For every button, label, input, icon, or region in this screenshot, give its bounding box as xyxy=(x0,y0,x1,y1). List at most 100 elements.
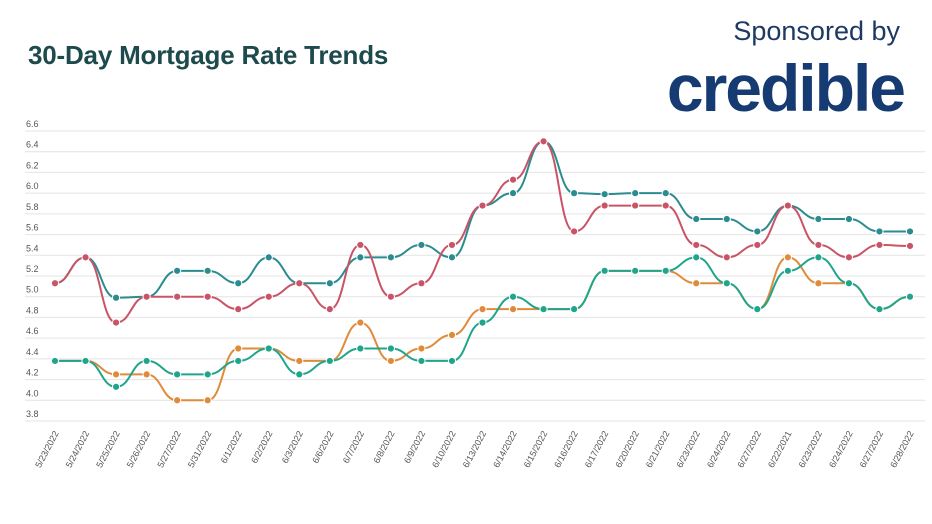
data-point xyxy=(875,227,884,236)
y-tick-label: 4.4 xyxy=(26,347,39,357)
series-1 xyxy=(50,137,915,327)
data-point xyxy=(631,266,640,275)
y-tick-label: 4.0 xyxy=(26,388,39,398)
data-point xyxy=(905,241,915,251)
series-3 xyxy=(50,253,915,391)
data-point xyxy=(142,292,151,301)
x-tick-label: 6/14/2022 xyxy=(491,429,519,469)
y-tick-label: 5.0 xyxy=(26,285,39,295)
x-tick-label: 6/23/2022 xyxy=(797,429,825,469)
data-point xyxy=(600,266,609,275)
data-point xyxy=(417,344,426,353)
x-tick-label: 6/27/2022 xyxy=(858,429,886,469)
data-point xyxy=(600,201,609,210)
data-point xyxy=(631,201,640,210)
x-tick-label: 5/23/2022 xyxy=(33,429,61,469)
x-tick-label: 6/1/2022 xyxy=(219,429,244,465)
x-tick-label: 6/2/2022 xyxy=(249,429,274,465)
data-point xyxy=(417,356,426,366)
x-tick-label: 6/27/2022 xyxy=(735,429,763,469)
data-point xyxy=(447,356,457,366)
data-point xyxy=(753,240,762,250)
y-tick-label: 6.0 xyxy=(26,181,39,191)
data-point xyxy=(386,344,395,353)
data-point xyxy=(508,175,518,184)
x-tick-label: 5/27/2022 xyxy=(155,429,183,469)
data-point xyxy=(905,292,915,301)
data-point xyxy=(203,396,212,405)
credible-logo: credible xyxy=(666,51,906,125)
y-tick-label: 6.4 xyxy=(26,140,39,150)
data-point xyxy=(814,253,823,262)
data-point xyxy=(111,382,121,391)
y-tick-label: 3.8 xyxy=(26,409,39,419)
x-tick-label: 6/16/2022 xyxy=(552,429,580,469)
series-lines xyxy=(50,137,915,405)
data-point xyxy=(570,189,579,198)
x-tick-label: 5/25/2022 xyxy=(94,429,122,469)
data-point xyxy=(783,266,792,275)
data-point xyxy=(875,305,884,314)
x-tick-label: 6/23/2022 xyxy=(674,429,702,469)
data-point xyxy=(356,240,365,250)
data-point xyxy=(692,214,701,224)
data-point xyxy=(234,356,243,366)
data-point xyxy=(539,305,548,314)
x-tick-label: 5/26/2022 xyxy=(125,429,153,469)
data-point xyxy=(631,189,640,198)
data-point xyxy=(295,370,304,379)
data-point xyxy=(356,344,365,353)
data-point xyxy=(570,305,579,314)
data-point xyxy=(325,279,334,288)
data-point xyxy=(508,189,518,198)
x-tick-label: 6/9/2022 xyxy=(402,429,427,465)
data-point xyxy=(478,201,487,210)
y-tick-label: 5.4 xyxy=(26,243,39,253)
data-point xyxy=(386,356,395,366)
data-point xyxy=(234,305,243,314)
data-point xyxy=(111,370,121,379)
data-point xyxy=(417,240,426,250)
data-point xyxy=(692,279,701,288)
data-point xyxy=(417,279,426,288)
data-point xyxy=(722,253,731,262)
data-point xyxy=(844,279,854,288)
data-point xyxy=(447,330,457,340)
series-line xyxy=(54,256,911,402)
data-point xyxy=(50,356,60,366)
data-point xyxy=(142,370,151,379)
data-point xyxy=(447,253,457,262)
data-point xyxy=(111,318,121,327)
data-point xyxy=(722,279,731,288)
data-point xyxy=(264,253,273,262)
data-point xyxy=(325,305,334,314)
y-tick-label: 6.6 xyxy=(26,119,39,129)
x-tick-label: 6/8/2022 xyxy=(371,429,396,465)
data-point xyxy=(753,227,762,236)
x-axis: 5/23/2022 5/24/2022 5/25/2022 5/26/2022 5/27… xyxy=(33,429,916,469)
x-tick-label: 5/31/2022 xyxy=(186,429,214,469)
data-point xyxy=(783,201,792,210)
data-point xyxy=(264,292,273,301)
data-point xyxy=(386,253,395,262)
y-tick-label: 4.8 xyxy=(26,305,39,315)
y-tick-label: 5.8 xyxy=(26,202,39,212)
data-point xyxy=(173,266,182,275)
data-point xyxy=(722,214,731,224)
data-point xyxy=(478,318,487,327)
gridlines xyxy=(25,130,925,422)
x-tick-label: 6/24/2022 xyxy=(827,429,855,469)
data-point xyxy=(173,292,182,301)
data-point xyxy=(570,227,579,236)
data-point xyxy=(508,292,518,301)
data-point xyxy=(814,279,823,288)
x-tick-label: 6/13/2022 xyxy=(461,429,489,469)
data-point xyxy=(600,190,609,199)
series-0 xyxy=(50,137,915,302)
data-point xyxy=(753,305,762,314)
data-point xyxy=(264,344,273,353)
x-tick-label: 6/22/2021 xyxy=(766,429,794,469)
data-point xyxy=(234,344,243,353)
data-point xyxy=(844,214,854,224)
